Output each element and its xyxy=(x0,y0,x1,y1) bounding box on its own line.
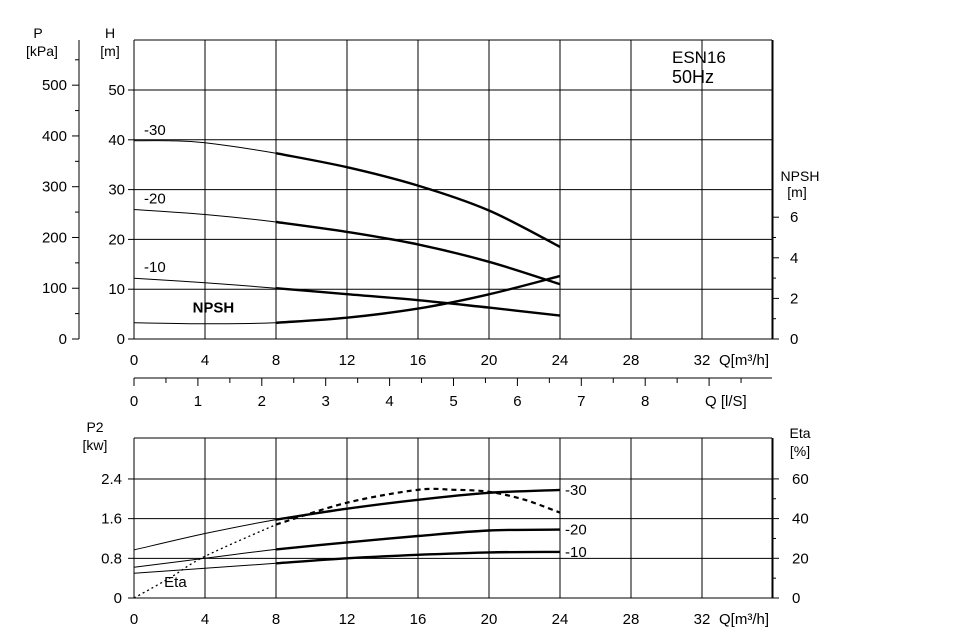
x-tick-label: 20 xyxy=(481,352,498,369)
power-curve-label: -10 xyxy=(565,544,587,561)
power-curve-label: -30 xyxy=(565,482,587,499)
ls-tick-label: 6 xyxy=(513,393,521,410)
h-axis-tick-label: 40 xyxy=(108,132,125,149)
x-tick-label: 4 xyxy=(201,352,209,369)
x-axis-label-bottom: Q[m³/h] xyxy=(719,611,769,628)
x-tick-label: 24 xyxy=(552,352,569,369)
x-axis-label-secondary: Q [l/S] xyxy=(705,393,747,410)
p2-axis-unit: [kw] xyxy=(83,437,108,453)
x-tick-label: 0 xyxy=(130,611,138,628)
p2-axis-tick-label: 2.4 xyxy=(101,471,122,488)
h-axis-tick-label: 50 xyxy=(108,82,125,99)
x-tick-label: 28 xyxy=(623,352,640,369)
eta-curve-working-range xyxy=(275,487,561,526)
eta-axis-tick-label: 40 xyxy=(792,511,809,528)
ls-tick-label: 2 xyxy=(258,393,266,410)
head-curve-10-working-range xyxy=(275,287,561,317)
p-axis-tick-label: 300 xyxy=(42,179,67,196)
chart-title: ESN16 xyxy=(672,48,726,67)
x-tick-label: 4 xyxy=(201,611,209,628)
npsh-axis-tick-label: 6 xyxy=(790,209,798,226)
head-curve-label: -10 xyxy=(144,259,166,276)
x-tick-label: 16 xyxy=(410,352,427,369)
ls-tick-label: 4 xyxy=(385,393,393,410)
x-tick-label: 0 xyxy=(130,352,138,369)
eta-axis-unit: [%] xyxy=(790,443,810,459)
head-curve-30-working-range xyxy=(275,152,561,248)
ls-tick-label: 3 xyxy=(322,393,330,410)
power-curve-10-working-range xyxy=(275,550,561,565)
eta-axis-tick-label: 0 xyxy=(792,590,800,607)
npsh-axis-tick-label: 0 xyxy=(790,331,798,348)
x-tick-label: 28 xyxy=(623,611,640,628)
ls-tick-label: 5 xyxy=(449,393,457,410)
p-axis-unit: [kPa] xyxy=(26,43,58,59)
head-curve-label: -30 xyxy=(144,122,166,139)
p-axis-name: P xyxy=(33,25,42,41)
head-curve-20-working-range xyxy=(275,220,561,286)
x-tick-label: 12 xyxy=(339,611,356,628)
grid xyxy=(133,39,774,599)
npsh-curve-label: NPSH xyxy=(193,300,235,317)
h-axis-tick-label: 10 xyxy=(108,281,125,298)
eta-axis-tick-label: 20 xyxy=(792,550,809,567)
eta-axis-name: Eta xyxy=(789,425,810,441)
ls-tick-label: 1 xyxy=(194,393,202,410)
p2-axis-tick-label: 0.8 xyxy=(101,550,122,567)
npsh-axis-unit: [m] xyxy=(787,184,806,200)
p2-axis-name: P2 xyxy=(86,419,103,435)
x-tick-label: 16 xyxy=(410,611,427,628)
x-axis-label-top: Q[m³/h] xyxy=(719,352,769,369)
curves xyxy=(133,140,561,599)
head-curve-label: -20 xyxy=(144,191,166,208)
chart-subtitle: 50Hz xyxy=(672,67,714,87)
npsh-axis-name: NPSH xyxy=(781,168,820,184)
x-tick-label: 32 xyxy=(694,611,711,628)
npsh-axis-tick-label: 4 xyxy=(790,250,798,267)
x-tick-label: 20 xyxy=(481,611,498,628)
p2-axis-tick-label: 0 xyxy=(114,590,122,607)
p-axis-tick-label: 200 xyxy=(42,229,67,246)
ls-tick-label: 7 xyxy=(577,393,585,410)
axes xyxy=(72,40,779,599)
p-axis-tick-label: 500 xyxy=(42,77,67,94)
x-tick-label: 32 xyxy=(694,352,711,369)
x-tick-label: 8 xyxy=(272,611,280,628)
h-axis-tick-label: 30 xyxy=(108,182,125,199)
power-curve-30-working-range xyxy=(275,488,561,521)
x-tick-label: 12 xyxy=(339,352,356,369)
h-axis-tick-label: 0 xyxy=(117,331,125,348)
h-axis-unit: [m] xyxy=(100,43,119,59)
eta-axis-tick-label: 60 xyxy=(792,471,809,488)
npsh-axis-tick-label: 2 xyxy=(790,290,798,307)
x-tick-label: 8 xyxy=(272,352,280,369)
npsh-curve-working-range xyxy=(275,274,561,324)
h-axis-name: H xyxy=(105,25,115,41)
eta-curve-label: Eta xyxy=(164,574,187,591)
p-axis-tick-label: 0 xyxy=(59,331,67,348)
ls-tick-label: 8 xyxy=(641,393,649,410)
power-curve-20-working-range xyxy=(275,528,561,551)
power-curve-label: -20 xyxy=(565,522,587,539)
p-axis-tick-label: 100 xyxy=(42,280,67,297)
ls-tick-label: 0 xyxy=(130,393,138,410)
x-tick-label: 24 xyxy=(552,611,569,628)
eta-curve xyxy=(133,524,277,599)
p-axis-tick-label: 400 xyxy=(42,128,67,145)
h-axis-tick-label: 20 xyxy=(108,231,125,248)
p2-axis-tick-label: 1.6 xyxy=(101,511,122,528)
